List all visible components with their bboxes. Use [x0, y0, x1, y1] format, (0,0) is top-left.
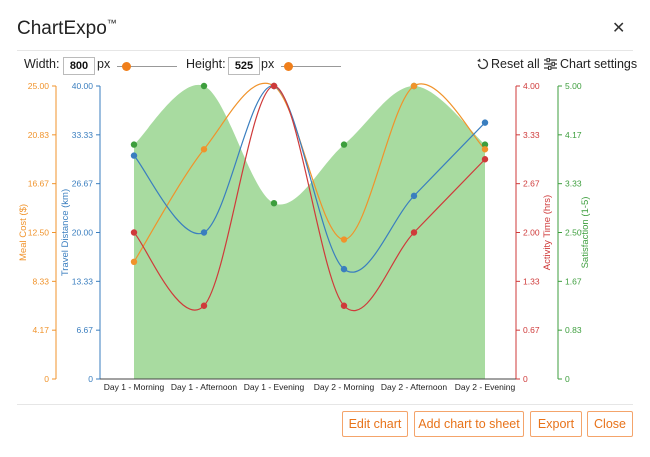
meal-tick-label: 0: [44, 374, 49, 384]
x-tick-label: Day 2 - Evening: [455, 382, 516, 392]
x-tick-label: Day 1 - Afternoon: [171, 382, 237, 392]
meal-axis-title: Meal Cost ($): [18, 204, 29, 261]
app-title: ChartExpo™: [17, 18, 117, 40]
width-unit: px: [97, 57, 111, 71]
height-slider-knob[interactable]: [284, 62, 293, 71]
meal-tick-label: 16.67: [28, 179, 50, 189]
x-tick-label: Day 2 - Afternoon: [381, 382, 447, 392]
travel-tick-label: 40.00: [72, 81, 94, 91]
height-slider-track[interactable]: [281, 66, 341, 67]
activity-point: [410, 229, 418, 236]
meal-tick-label: 12.50: [28, 228, 50, 238]
add-chart-to-sheet-button[interactable]: Add chart to sheet: [414, 411, 524, 437]
activity-tick-label: 2.00: [523, 228, 540, 238]
meal-tick-label: 8.33: [32, 276, 49, 286]
footer-divider: [17, 404, 633, 405]
height-input[interactable]: 525: [228, 57, 260, 75]
width-slider-track[interactable]: [117, 66, 177, 67]
satisfaction-tick-label: 2.50: [565, 228, 582, 238]
activity-tick-label: 2.67: [523, 179, 540, 189]
satisfaction-tick-label: 5.00: [565, 81, 582, 91]
travel-axis-title: Travel Distance (km): [60, 189, 71, 276]
meal-tick-label: 25.00: [28, 81, 50, 91]
meal-tick-label: 4.17: [32, 325, 49, 335]
meal-tick-label: 20.83: [28, 130, 50, 140]
activity-point: [340, 302, 348, 309]
settings-sliders-icon: [544, 58, 557, 70]
x-tick-label: Day 2 - Morning: [314, 382, 375, 392]
satisfaction-point: [481, 141, 489, 148]
height-label: Height:: [186, 57, 226, 71]
satisfaction-tick-label: 0: [565, 374, 570, 384]
height-unit: px: [261, 57, 275, 71]
activity-axis-title: Activity Time (hrs): [542, 195, 553, 270]
satisfaction-point: [130, 141, 138, 148]
activity-tick-label: 3.33: [523, 130, 540, 140]
satisfaction-point: [200, 82, 208, 90]
activity-point: [130, 229, 138, 236]
close-icon[interactable]: ✕: [612, 20, 626, 37]
travel-point: [200, 229, 208, 236]
travel-tick-label: 33.33: [72, 130, 94, 140]
satisfaction-tick-label: 1.67: [565, 276, 582, 286]
activity-tick-label: 1.33: [523, 276, 540, 286]
meal-point: [130, 258, 138, 265]
trademark: ™: [106, 18, 117, 30]
satisfaction-tick-label: 4.17: [565, 130, 582, 140]
reset-icon: [477, 58, 489, 70]
satisfaction-point: [340, 141, 348, 148]
satisfaction-area: [134, 84, 485, 379]
travel-tick-label: 6.67: [76, 325, 93, 335]
satisfaction-axis-title: Satisfaction (1-5): [580, 197, 591, 269]
travel-point: [340, 265, 348, 273]
x-tick-label: Day 1 - Evening: [244, 382, 305, 392]
width-slider-knob[interactable]: [122, 62, 131, 71]
activity-point: [200, 302, 208, 309]
meal-point: [410, 82, 418, 90]
travel-tick-label: 0: [88, 374, 93, 384]
app-title-text: ChartExpo: [17, 18, 107, 39]
width-label: Width:: [24, 57, 60, 71]
chart-settings-label: Chart settings: [560, 57, 638, 71]
header-divider: [17, 50, 633, 51]
satisfaction-tick-label: 0.83: [565, 325, 582, 335]
activity-tick-label: 0: [523, 374, 528, 384]
x-tick-label: Day 1 - Morning: [104, 382, 165, 392]
meal-point: [481, 146, 489, 153]
travel-tick-label: 13.33: [72, 276, 94, 286]
width-input[interactable]: 800: [63, 57, 95, 75]
satisfaction-tick-label: 3.33: [565, 179, 582, 189]
edit-chart-button[interactable]: Edit chart: [342, 411, 408, 437]
reset-all-label: Reset all: [491, 57, 540, 71]
close-button[interactable]: Close: [587, 411, 633, 437]
meal-point: [340, 236, 348, 243]
travel-tick-label: 20.00: [72, 228, 94, 238]
travel-point: [481, 119, 489, 126]
meal-point: [200, 146, 208, 153]
travel-point: [410, 192, 418, 200]
satisfaction-point: [270, 200, 278, 207]
activity-tick-label: 0.67: [523, 325, 540, 335]
activity-point: [270, 82, 278, 90]
travel-tick-label: 26.67: [72, 179, 94, 189]
activity-tick-label: 4.00: [523, 81, 540, 91]
activity-point: [481, 156, 489, 163]
travel-point: [130, 152, 138, 159]
export-button[interactable]: Export: [530, 411, 582, 437]
